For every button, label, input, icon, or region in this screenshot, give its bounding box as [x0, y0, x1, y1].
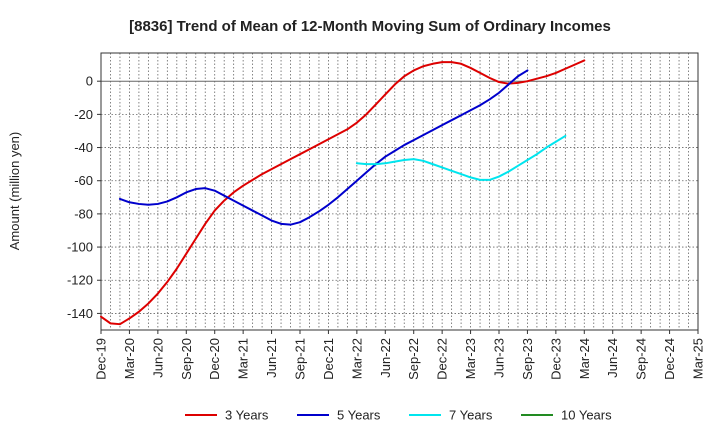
chart-title: [8836] Trend of Mean of 12-Month Moving … [129, 18, 611, 35]
series-line-7-years [355, 134, 567, 181]
x-tick-label: Mar-25 [691, 338, 706, 379]
series-line-5-years [118, 69, 529, 226]
legend-label-10-years: 10 Years [561, 408, 612, 423]
x-tick-label: Mar-21 [236, 338, 251, 379]
x-tick-label: Mar-23 [463, 338, 478, 379]
y-axis-title: Amount (million yen) [7, 132, 22, 251]
series-line-3-years [100, 59, 586, 326]
legend-label-7-years: 7 Years [449, 408, 493, 423]
x-tick-label: Dec-23 [548, 338, 563, 380]
x-tick-label: Mar-24 [577, 338, 592, 379]
y-tick-label: -60 [74, 173, 93, 188]
y-tick-label: -40 [74, 140, 93, 155]
y-tick-label: -140 [67, 306, 93, 321]
y-tick-label: -80 [74, 206, 93, 221]
x-tick-label: Jun-23 [492, 338, 507, 378]
x-tick-label: Jun-20 [150, 338, 165, 378]
legend-label-3-years: 3 Years [225, 408, 269, 423]
x-tick-label: Dec-20 [207, 338, 222, 380]
x-tick-label: Dec-19 [94, 338, 109, 380]
x-tick-label: Dec-22 [435, 338, 450, 380]
x-tick-label: Jun-24 [605, 338, 620, 378]
y-tick-label: 0 [86, 74, 93, 89]
x-tick-label: Sep-22 [406, 338, 421, 380]
x-tick-label: Dec-21 [321, 338, 336, 380]
y-tick-label: -120 [67, 273, 93, 288]
legend-label-5-years: 5 Years [337, 408, 381, 423]
x-tick-label: Mar-20 [122, 338, 137, 379]
y-axis-ticks: 0 -20 -40 -60 -80 -100 -120 -140 [67, 74, 101, 321]
x-tick-label: Dec-24 [662, 338, 677, 380]
plot-frame [100, 52, 699, 331]
x-tick-label: Jun-22 [378, 338, 393, 378]
x-tick-label: Sep-21 [293, 338, 308, 380]
x-axis-ticks: Dec-19 Mar-20 Jun-20 Sep-20 Dec-20 Mar-21 Jun-… [94, 330, 706, 380]
x-tick-label: Sep-24 [634, 338, 649, 380]
x-tick-label: Mar-22 [349, 338, 364, 379]
x-tick-label: Sep-23 [520, 338, 535, 380]
legend: 3 Years 5 Years 7 Years 10 Years [185, 408, 612, 423]
x-tick-label: Sep-20 [179, 338, 194, 380]
grid [101, 53, 698, 330]
series-lines [100, 59, 586, 326]
y-tick-label: -100 [67, 240, 93, 255]
x-tick-label: Jun-21 [264, 338, 279, 378]
y-tick-label: -20 [74, 107, 93, 122]
